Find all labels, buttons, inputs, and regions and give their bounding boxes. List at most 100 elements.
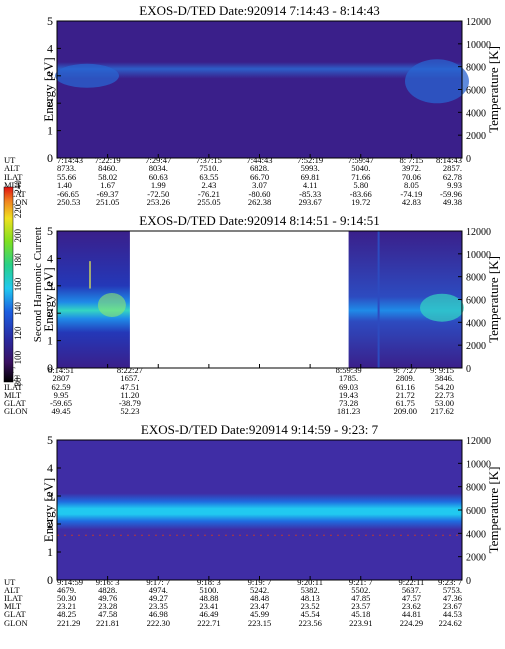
table-cell: 47.58 xyxy=(98,609,117,619)
y-tick-label: 1 xyxy=(47,124,53,138)
intensity-patch xyxy=(55,63,119,88)
panel-1: EXOS-D/TED Date:920914 7:14:43 - 8:14:43… xyxy=(4,3,501,207)
table-cell: 5753. xyxy=(443,585,462,595)
table-cell: 4974. xyxy=(149,585,168,595)
table-cell: 1.40 xyxy=(57,180,72,190)
table-cell: 7:37:15 xyxy=(196,155,222,165)
y2-axis-label: Temperature [K] xyxy=(486,467,501,554)
y-tick-label: 3 xyxy=(47,489,53,503)
plot-area xyxy=(57,21,462,158)
y-tick-label: 0 xyxy=(47,151,53,165)
table-cell: 71.66 xyxy=(351,172,370,182)
y2-tick-label: 8000 xyxy=(466,483,486,494)
y2-tick-label: 4000 xyxy=(466,529,486,540)
table-cell: 61.75 xyxy=(396,398,415,408)
table-cell: -69.37 xyxy=(97,189,119,199)
table-cell: 262.38 xyxy=(248,197,271,207)
y-tick-label: 4 xyxy=(47,461,53,475)
table-cell: -74.19 xyxy=(400,189,422,199)
table-cell: 42.83 xyxy=(402,197,421,207)
table-cell: 7:29:47 xyxy=(145,155,171,165)
table-cell: 4679. xyxy=(57,585,76,595)
table-cell: 5.80 xyxy=(353,180,368,190)
intensity-patch xyxy=(405,59,469,104)
table-cell: 222.30 xyxy=(147,618,170,628)
table-cell: 8460. xyxy=(98,163,117,173)
table-cell: 5502. xyxy=(351,585,370,595)
table-cell: 47.85 xyxy=(351,593,370,603)
table-row-label-ilat: ILAT xyxy=(4,172,23,182)
table-cell: -59.65 xyxy=(50,398,72,408)
table-cell: 223.15 xyxy=(248,618,271,628)
table-cell: 9:17: 7 xyxy=(146,577,170,587)
y2-tick-label: 6000 xyxy=(466,506,486,517)
table-cell: 45.18 xyxy=(351,609,370,619)
table-cell: 4.11 xyxy=(303,180,318,190)
y2-tick-label: 0 xyxy=(466,576,471,587)
table-cell: 69.03 xyxy=(339,382,358,392)
table-row-label-ilat: ILAT xyxy=(4,593,23,603)
table-cell: 8034. xyxy=(149,163,168,173)
table-cell: 46.49 xyxy=(199,609,218,619)
colorbar-tick-label: 120 xyxy=(13,326,23,340)
table-cell: 53.00 xyxy=(435,398,454,408)
table-cell: 223.56 xyxy=(298,618,321,628)
table-cell: 45.54 xyxy=(301,609,321,619)
table-cell: 8:14:43 xyxy=(436,155,462,165)
table-cell: 8:59:39 xyxy=(336,365,362,375)
y-tick-label: 2 xyxy=(47,96,53,110)
colorbar-tick-label: 160 xyxy=(13,277,23,291)
table-cell: 23.35 xyxy=(149,601,168,611)
table-cell: 224.29 xyxy=(400,618,423,628)
y-axis-label: Energy [eV] xyxy=(41,267,56,331)
y2-tick-label: 4000 xyxy=(466,318,486,329)
table-cell: 4828. xyxy=(98,585,117,595)
table-cell: 45.99 xyxy=(250,609,269,619)
table-row-label-alt: ALT xyxy=(4,585,21,595)
y2-tick-label: 2000 xyxy=(466,131,486,142)
panel-title: EXOS-D/TED Date:920914 7:14:43 - 8:14:43 xyxy=(139,3,379,18)
table-cell: 22.73 xyxy=(435,390,454,400)
plot-area xyxy=(57,440,462,580)
table-cell: 21.72 xyxy=(396,390,415,400)
table-cell: -38.79 xyxy=(119,398,141,408)
table-cell: 49.76 xyxy=(98,593,117,603)
table-row-label-glon: GLON xyxy=(4,618,28,628)
table-cell: 8:22:27 xyxy=(117,365,143,375)
table-row-label-alt: ALT xyxy=(4,163,21,173)
table-cell: 1785. xyxy=(339,373,358,383)
table-cell: 48.13 xyxy=(301,593,320,603)
table-cell: 6828. xyxy=(250,163,269,173)
table-cell: 222.71 xyxy=(197,618,220,628)
table-cell: -85.33 xyxy=(299,189,321,199)
table-cell: 2.43 xyxy=(201,180,216,190)
table-cell: -76.21 xyxy=(198,189,220,199)
y-axis-label: Energy [eV] xyxy=(41,478,56,542)
table-cell: 8733. xyxy=(57,163,76,173)
table-cell: 3846. xyxy=(435,373,454,383)
table-row-label-glon: GLON xyxy=(4,406,28,416)
table-cell: 5382. xyxy=(301,585,320,595)
y2-tick-label: 2000 xyxy=(466,341,486,352)
table-cell: 46.98 xyxy=(149,609,168,619)
table-cell: 253.26 xyxy=(147,197,170,207)
table-cell: 2857. xyxy=(443,163,462,173)
y-tick-label: 4 xyxy=(47,251,53,265)
table-cell: 9:22:11 xyxy=(399,577,425,587)
colorbar-tick-label: 180 xyxy=(13,253,23,267)
table-cell: 5040. xyxy=(351,163,370,173)
table-cell: 70.06 xyxy=(402,172,421,182)
table-cell: 9:20:11 xyxy=(297,577,323,587)
table-row-label-glat: GLAT xyxy=(4,398,27,408)
table-cell: 47.51 xyxy=(120,382,139,392)
table-cell: 1657. xyxy=(120,373,139,383)
y-tick-label: 1 xyxy=(47,545,53,559)
table-cell: 23.62 xyxy=(402,601,421,611)
table-cell: 9:14:59 xyxy=(57,577,83,587)
table-cell: 7:59:47 xyxy=(348,155,374,165)
table-row-label-mlt: MLT xyxy=(4,601,22,611)
table-cell: 9:16: 3 xyxy=(96,577,120,587)
y2-tick-label: 8000 xyxy=(466,273,486,284)
table-cell: 23.41 xyxy=(199,601,218,611)
table-row-label-ut: UT xyxy=(4,577,16,587)
